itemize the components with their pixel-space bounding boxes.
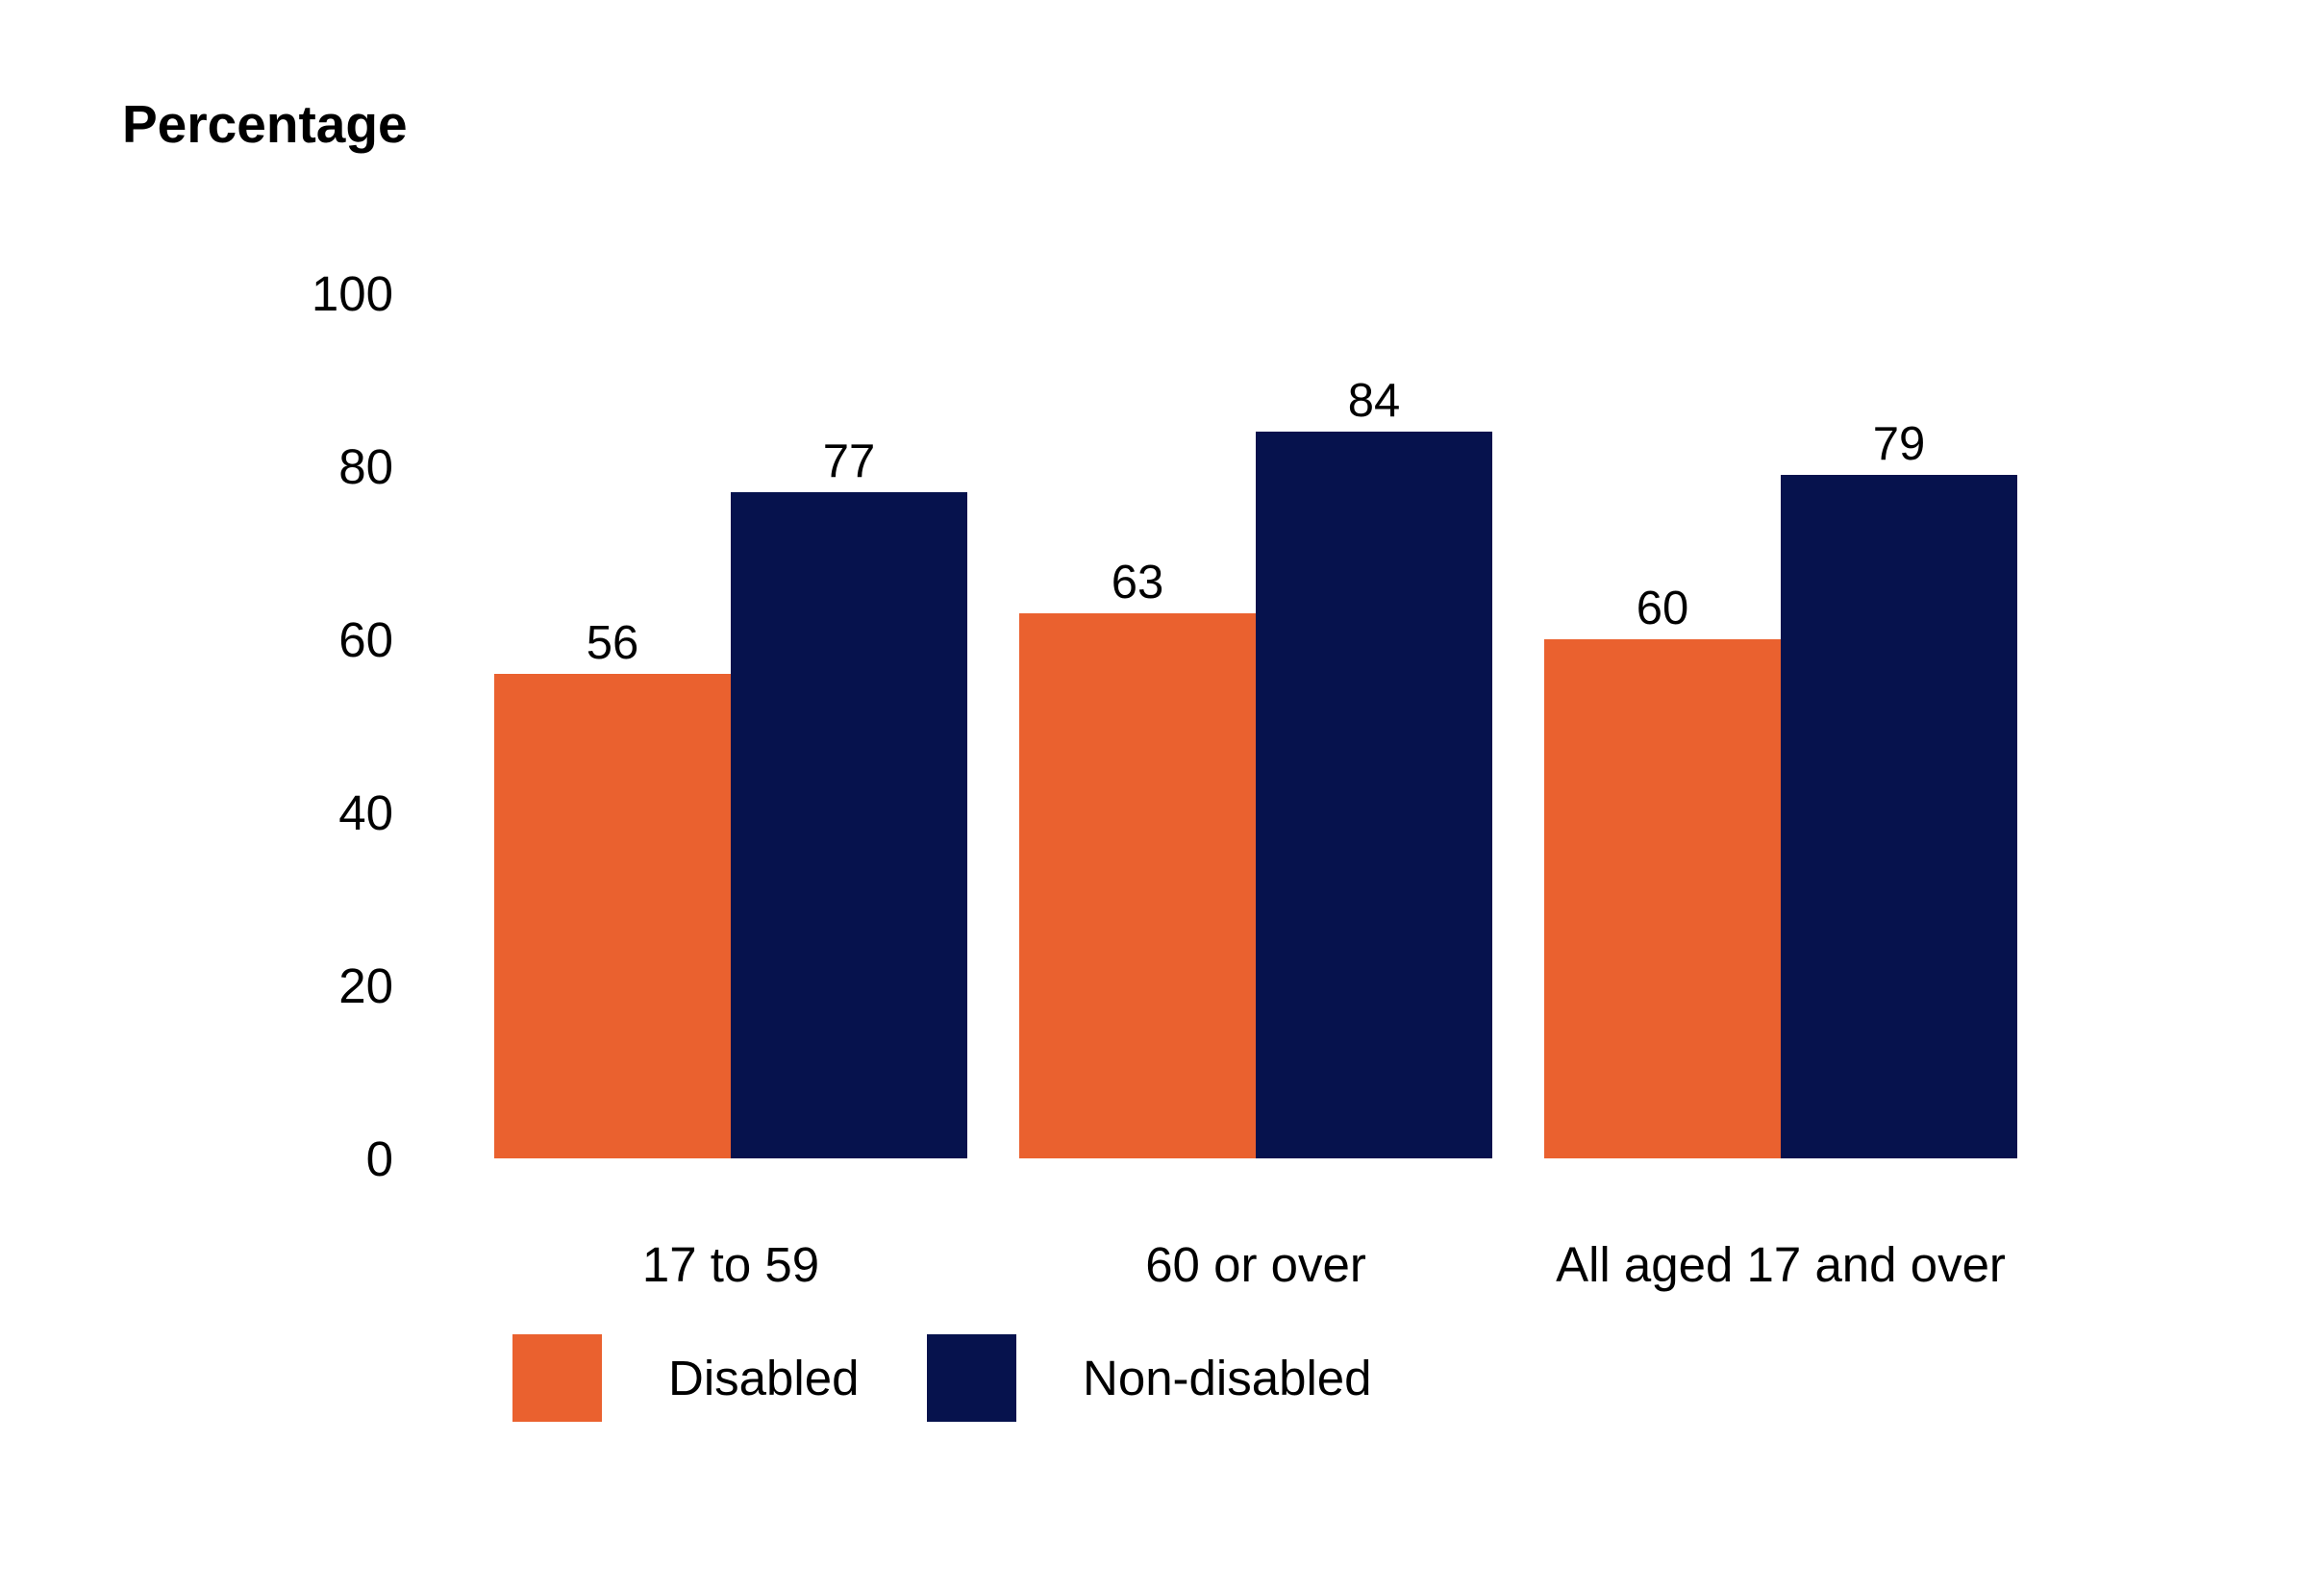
legend-swatch-non-disabled bbox=[927, 1334, 1016, 1422]
bar-value-label: 60 bbox=[1637, 583, 1689, 634]
bar-value-label: 77 bbox=[823, 435, 876, 487]
y-tick-label: 40 bbox=[338, 785, 393, 840]
x-tick-label: All aged 17 and over bbox=[1556, 1237, 2006, 1292]
legend-swatch-disabled bbox=[512, 1334, 602, 1422]
bar-value-label: 84 bbox=[1348, 375, 1401, 427]
bar-value-label: 63 bbox=[1112, 557, 1164, 609]
bar-non-disabled bbox=[1256, 432, 1492, 1158]
y-tick-label: 100 bbox=[312, 266, 393, 321]
bar-disabled bbox=[1544, 639, 1781, 1158]
bar-disabled bbox=[494, 674, 731, 1158]
bars-group bbox=[494, 432, 2017, 1158]
bar-non-disabled bbox=[1781, 475, 2017, 1158]
data-labels-group: 56 77 63 84 60 79 bbox=[587, 375, 1926, 669]
bar-value-label: 79 bbox=[1873, 418, 1926, 470]
y-tick-label: 80 bbox=[338, 439, 393, 494]
x-tick-label: 60 or over bbox=[1145, 1237, 1366, 1292]
x-tick-label: 17 to 59 bbox=[642, 1237, 819, 1292]
y-axis-label: Percentage bbox=[122, 94, 408, 154]
bar-non-disabled bbox=[731, 492, 967, 1158]
y-axis-ticks: 0 20 40 60 80 100 bbox=[312, 266, 393, 1186]
legend-label-disabled: Disabled bbox=[668, 1351, 859, 1405]
legend-label-non-disabled: Non-disabled bbox=[1083, 1351, 1372, 1405]
y-tick-label: 60 bbox=[338, 612, 393, 667]
legend: Disabled Non-disabled bbox=[512, 1334, 1372, 1422]
y-tick-label: 20 bbox=[338, 958, 393, 1013]
bar-disabled bbox=[1019, 613, 1256, 1158]
bar-value-label: 56 bbox=[587, 617, 639, 669]
x-axis-ticks: 17 to 59 60 or over All aged 17 and over bbox=[642, 1237, 2006, 1292]
y-tick-label: 0 bbox=[366, 1131, 393, 1186]
